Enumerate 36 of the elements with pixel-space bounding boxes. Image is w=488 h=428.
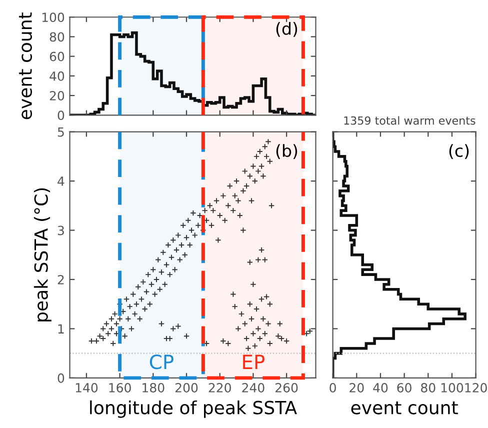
y-tick-label: 20: [50, 91, 64, 100]
y-tick-label: 1: [58, 324, 64, 334]
y-axis-title: event count: [19, 12, 32, 120]
x-tick-label: 260: [276, 383, 298, 392]
y-tick-label: 80: [50, 32, 64, 42]
x-axis-title: event count: [351, 401, 458, 414]
x-tick-label: 80: [421, 383, 436, 392]
x-tick-label: 0: [330, 383, 336, 392]
y-tick-label: 60: [50, 52, 64, 62]
y-tick-label: 5: [58, 127, 64, 137]
x-tick-label: 20: [350, 383, 364, 392]
y-tick-label: 100: [42, 12, 64, 22]
annotation: (b): [276, 144, 298, 159]
annotation: (c): [449, 144, 469, 159]
x-tick-label: 60: [397, 383, 412, 392]
annotation: (d): [276, 22, 298, 37]
y-tick-label: 3: [58, 226, 64, 236]
text: 1359 total warm events: [344, 116, 476, 125]
x-tick-label: 100: [441, 383, 464, 392]
y-tick-label: 4: [58, 176, 64, 186]
x-tick-label: 180: [142, 383, 164, 392]
x-tick-label: 240: [242, 383, 264, 392]
x-tick-label: 160: [109, 383, 131, 392]
y-tick-label: 0: [58, 373, 64, 383]
x-tick-label: 40: [373, 383, 388, 392]
y-tick-label: 2: [58, 274, 64, 284]
band-label: EP: [243, 354, 265, 369]
x-axis-title: longitude of peak SSTA: [90, 400, 297, 418]
y-tick-label: 0: [58, 110, 64, 120]
x-tick-label: 140: [76, 383, 98, 392]
band-label: CP: [150, 354, 174, 370]
x-tick-label: 200: [175, 383, 198, 392]
y-tick-label: 40: [50, 71, 64, 81]
x-tick-label: 120: [465, 383, 487, 392]
x-tick-label: 220: [208, 383, 231, 392]
y-axis-title: peak SSTA (°C): [34, 188, 52, 322]
